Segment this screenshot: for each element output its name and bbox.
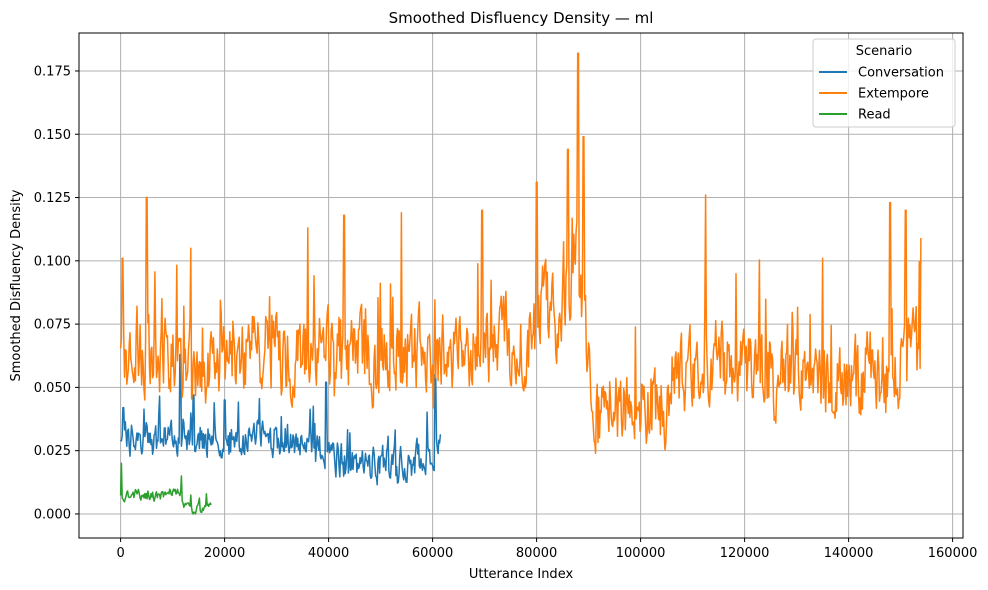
y-axis: 0.000 0.025 0.050 0.075 0.100 0.125 0.150 0.175: [34, 64, 79, 522]
y-axis-title: Smoothed Disfluency Density: [9, 189, 24, 381]
chart-title: Smoothed Disfluency Density — ml: [389, 9, 654, 27]
series-line-conversation: [119, 353, 442, 486]
y-tick-label: 0.000: [34, 507, 71, 522]
y-tick-label: 0.175: [34, 64, 71, 79]
y-tick-label: 0.100: [34, 254, 71, 269]
x-tick-label: 80000: [516, 546, 557, 561]
series-layer: [119, 52, 922, 515]
legend-label-read: Read: [858, 108, 891, 123]
y-tick-label: 0.150: [34, 128, 71, 143]
y-tick-label: 0.025: [34, 444, 71, 459]
x-tick-label: 20000: [204, 546, 245, 561]
x-axis-title: Utterance Index: [469, 567, 574, 582]
x-tick-label: 140000: [824, 546, 874, 561]
series-line-extempore: [119, 52, 922, 455]
series-line-read: [119, 462, 212, 515]
legend-label-extempore: Extempore: [858, 87, 929, 102]
y-tick-label: 0.125: [34, 191, 71, 206]
legend: Scenario Conversation Extempore Read: [812, 38, 956, 128]
x-axis: 0 20000 40000 60000 80000 100000 120000 140000 1…: [116, 538, 977, 561]
legend-title: Scenario: [856, 44, 913, 59]
legend-box: [812, 38, 956, 128]
x-tick-label: 40000: [308, 546, 349, 561]
x-tick-label: 120000: [720, 546, 770, 561]
x-tick-label: 0: [116, 546, 124, 561]
plot-frame: [78, 32, 964, 539]
x-tick-label: 60000: [412, 546, 453, 561]
legend-items: Conversation Extempore Read: [819, 66, 944, 123]
y-tick-label: 0.075: [34, 318, 71, 333]
x-tick-label: 160000: [928, 546, 978, 561]
y-tick-label: 0.050: [34, 381, 71, 396]
legend-label-conversation: Conversation: [858, 66, 944, 81]
x-tick-label: 100000: [616, 546, 666, 561]
